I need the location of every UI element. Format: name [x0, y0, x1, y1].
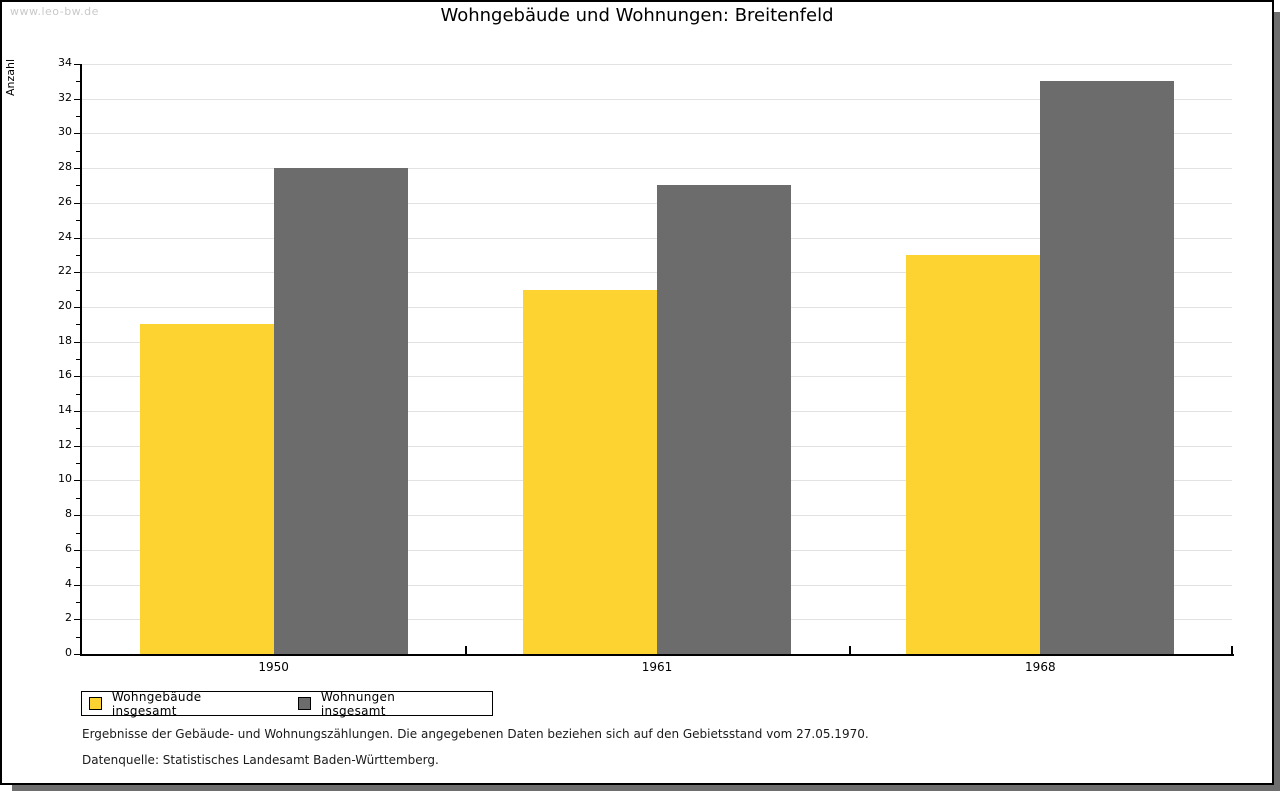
y-axis-tick-label: 22 [58, 264, 72, 278]
y-axis-tick-label: 26 [58, 194, 72, 208]
chart-title: Wohngebäude und Wohnungen: Breitenfeld [440, 5, 834, 26]
y-axis-tick-label: 4 [65, 576, 72, 590]
y-axis-major-tick [74, 237, 80, 239]
y-axis-minor-tick [76, 185, 80, 187]
y-axis-minor-tick [76, 636, 80, 638]
y-axis-minor-tick [76, 324, 80, 326]
y-axis-major-tick [74, 584, 80, 586]
x-axis-line [80, 654, 1234, 656]
legend: Wohngebäude insgesamt Wohnungen insgesamt [81, 690, 493, 718]
bar-wohnungen-1968 [1040, 81, 1175, 654]
y-axis-minor-tick [76, 567, 80, 569]
y-axis-tick-label: 6 [65, 541, 72, 555]
y-axis-tick-label: 14 [58, 403, 72, 417]
y-axis-major-tick [74, 168, 80, 170]
y-axis-minor-tick [76, 289, 80, 291]
gridline [82, 98, 1232, 100]
y-axis-major-tick [74, 64, 80, 65]
y-axis-major-tick [74, 445, 80, 447]
y-axis-tick-label: 0 [65, 646, 72, 659]
y-axis-tick-label: 16 [58, 368, 72, 382]
y-axis-minor-tick [76, 532, 80, 534]
y-axis-major-tick [74, 376, 80, 378]
y-axis-major-tick [74, 619, 80, 621]
y-axis-major-tick [74, 654, 80, 655]
bar-wohngebäude-1961 [523, 289, 657, 654]
y-axis-tick-label: 20 [58, 298, 72, 312]
gridline [82, 133, 1232, 135]
y-axis-minor-tick [76, 81, 80, 83]
x-axis-boundary-tick [465, 646, 468, 654]
y-axis-minor-tick [76, 359, 80, 360]
y-axis-major-tick [74, 272, 80, 274]
y-axis-tick-label: 24 [58, 229, 72, 243]
y-axis-minor-tick [76, 254, 80, 256]
y-axis-minor-tick [76, 463, 80, 465]
y-axis-major-tick [74, 515, 80, 517]
y-axis-major-tick [74, 133, 80, 135]
y-axis-major-tick [74, 411, 80, 413]
y-axis-major-tick [74, 341, 80, 343]
y-axis-line [80, 64, 82, 656]
y-axis-tick-label: 32 [58, 90, 72, 104]
y-axis-minor-tick [76, 428, 80, 430]
y-axis-tick-label: 30 [58, 125, 72, 139]
y-axis-minor-tick [76, 601, 80, 603]
gridline [82, 168, 1232, 170]
window-shadow-right [1274, 12, 1280, 791]
x-axis-tick-label: 1950 [258, 660, 289, 674]
y-axis-minor-tick [76, 150, 80, 152]
y-axis-major-tick [74, 306, 80, 308]
y-axis-major-tick [74, 202, 80, 204]
x-axis-boundary-tick [848, 646, 851, 654]
x-axis-tick-label: 1968 [1025, 660, 1056, 674]
y-axis-tick-label: 34 [58, 56, 72, 69]
legend-swatch-icon [89, 697, 102, 710]
legend-swatch-icon [298, 697, 311, 710]
y-axis-tick-label: 12 [58, 437, 72, 451]
y-axis-minor-tick [76, 220, 80, 222]
y-axis-tick-label: 28 [58, 160, 72, 174]
footnote-source-note: Ergebnisse der Gebäude- und Wohnungszähl… [82, 727, 869, 741]
legend-label: Wohngebäude insgesamt [111, 689, 202, 718]
y-axis-major-tick [74, 98, 80, 100]
window-shadow-bottom [12, 785, 1280, 791]
legend-item: Wohngebäude insgesamt [89, 690, 268, 718]
bar-wohngebäude-1968 [906, 254, 1041, 654]
y-axis-major-tick [74, 549, 80, 551]
y-axis-tick-label: 8 [65, 507, 72, 521]
x-axis-boundary-tick [1231, 646, 1233, 654]
y-axis-tick-label: 18 [58, 333, 72, 347]
y-axis-minor-tick [76, 393, 80, 395]
watermark: www.leo-bw.de [10, 5, 99, 18]
y-axis-tick-label: 10 [58, 472, 72, 486]
legend-item: Wohnungen insgesamt [298, 690, 462, 718]
gridline [82, 64, 1232, 65]
y-axis-tick-label: 2 [65, 611, 72, 625]
bar-wohngebäude-1950 [139, 324, 274, 654]
x-axis-tick-label: 1961 [641, 660, 673, 674]
y-axis-minor-tick [76, 497, 80, 499]
legend-label: Wohnungen insgesamt [320, 689, 396, 718]
footnote-data-source: Datenquelle: Statistisches Landesamt Bad… [82, 753, 439, 767]
bar-wohnungen-1961 [657, 185, 791, 654]
bar-wohnungen-1950 [273, 168, 408, 654]
y-axis-major-tick [74, 480, 80, 482]
y-axis-minor-tick [76, 116, 80, 118]
